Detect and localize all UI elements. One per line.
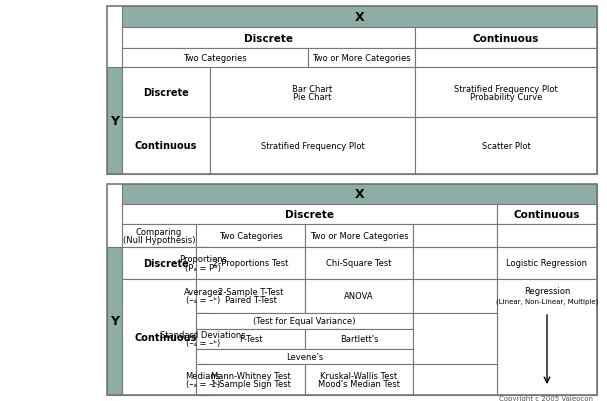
Text: Kruskal-Wallis Test: Kruskal-Wallis Test — [320, 371, 398, 380]
Text: Bar Chart: Bar Chart — [293, 84, 333, 93]
Bar — [305, 364, 413, 395]
Bar — [305, 279, 413, 313]
Text: 1-Sample Sign Test: 1-Sample Sign Test — [211, 379, 290, 388]
Bar — [415, 118, 597, 174]
Text: (Null Hypothesis): (Null Hypothesis) — [123, 235, 195, 244]
Bar — [305, 329, 413, 349]
Text: Regression: Regression — [524, 287, 570, 296]
Text: Y: Y — [110, 115, 119, 128]
Bar — [497, 205, 597, 225]
Bar — [413, 364, 497, 395]
Text: Levene's: Levene's — [286, 352, 323, 361]
Bar — [107, 68, 122, 174]
Text: Standard Deviations: Standard Deviations — [160, 330, 246, 339]
Text: Discrete: Discrete — [285, 209, 334, 219]
Bar — [196, 313, 413, 329]
Bar — [413, 225, 497, 247]
Bar — [122, 49, 308, 68]
Bar — [122, 225, 196, 247]
Text: Two Categories: Two Categories — [219, 231, 282, 241]
Text: Y: Y — [110, 315, 119, 328]
Bar — [196, 247, 305, 279]
Text: Stratified Frequency Plot: Stratified Frequency Plot — [260, 142, 364, 151]
Bar — [210, 68, 415, 118]
Text: Two or More Categories: Two or More Categories — [312, 54, 411, 63]
Bar — [122, 7, 597, 28]
Text: Two or More Categories: Two or More Categories — [310, 231, 409, 241]
Text: 2-Proportions Test: 2-Proportions Test — [213, 259, 288, 268]
Text: Comparing: Comparing — [136, 227, 182, 237]
Text: Probability Curve: Probability Curve — [470, 92, 542, 101]
Text: Medians: Medians — [185, 371, 220, 380]
Bar — [122, 118, 210, 174]
Bar — [122, 247, 210, 279]
Bar — [122, 279, 210, 395]
Bar — [497, 225, 597, 247]
Text: ANOVA: ANOVA — [344, 292, 374, 301]
Text: Paired T-Test: Paired T-Test — [225, 296, 276, 305]
Text: Stratified Frequency Plot: Stratified Frequency Plot — [454, 84, 558, 93]
Bar — [305, 247, 413, 279]
Bar — [196, 225, 305, 247]
Text: Discrete: Discrete — [143, 88, 189, 98]
Text: Continuous: Continuous — [473, 33, 539, 43]
Bar — [196, 313, 210, 364]
Text: Continuous: Continuous — [135, 141, 197, 151]
Text: (Test for Equal Variance): (Test for Equal Variance) — [253, 317, 356, 326]
Bar — [196, 349, 413, 364]
Bar — [415, 28, 597, 49]
Text: Continuous: Continuous — [514, 209, 580, 219]
Bar — [210, 118, 415, 174]
Bar — [196, 364, 210, 395]
Bar — [196, 279, 305, 313]
Text: Discrete: Discrete — [244, 33, 293, 43]
Text: Bartlett's: Bartlett's — [340, 335, 378, 344]
Bar — [122, 28, 415, 49]
Bar — [107, 184, 597, 395]
Text: (Pₐ = Pᵇ): (Pₐ = Pᵇ) — [185, 263, 221, 272]
Bar — [196, 364, 305, 395]
Text: Two Categories: Two Categories — [183, 54, 247, 63]
Bar — [196, 329, 305, 349]
Bar — [413, 313, 497, 364]
Text: (–ₐ = –ᵇ): (–ₐ = –ᵇ) — [186, 379, 220, 388]
Bar — [413, 279, 497, 313]
Text: (–ₐ = –ᵇ): (–ₐ = –ᵇ) — [186, 296, 220, 305]
Text: Proportions: Proportions — [179, 255, 227, 264]
Text: Continuous: Continuous — [135, 332, 197, 342]
Text: F-Test: F-Test — [239, 335, 262, 344]
Bar — [107, 7, 597, 174]
Bar — [413, 247, 497, 279]
Bar — [122, 184, 597, 205]
Bar — [497, 247, 597, 279]
Text: (–ₐ = –ᵇ): (–ₐ = –ᵇ) — [186, 338, 220, 347]
Bar — [305, 225, 413, 247]
Bar — [308, 49, 415, 68]
Bar — [415, 49, 597, 68]
Bar — [122, 205, 497, 225]
Bar — [196, 247, 210, 279]
Text: Chi-Square Test: Chi-Square Test — [326, 259, 392, 268]
Bar — [415, 68, 597, 118]
Bar — [122, 68, 210, 118]
Text: Copyright c 2005 Valeocon: Copyright c 2005 Valeocon — [499, 395, 593, 401]
Text: Averages: Averages — [183, 288, 223, 297]
Text: Pie Chart: Pie Chart — [293, 92, 331, 101]
Text: Mann-Whitney Test: Mann-Whitney Test — [211, 371, 290, 380]
Text: Mood's Median Test: Mood's Median Test — [318, 379, 400, 388]
Bar — [196, 279, 210, 313]
Text: X: X — [354, 11, 364, 24]
Text: Discrete: Discrete — [143, 258, 189, 268]
Bar — [107, 247, 122, 395]
Text: (Linear, Non-Linear, Multiple): (Linear, Non-Linear, Multiple) — [496, 298, 598, 304]
Bar — [497, 279, 597, 395]
Text: 2-Sample T-Test: 2-Sample T-Test — [218, 288, 283, 297]
Text: Logistic Regression: Logistic Regression — [506, 259, 588, 268]
Text: Scatter Plot: Scatter Plot — [481, 142, 531, 151]
Text: X: X — [354, 188, 364, 201]
